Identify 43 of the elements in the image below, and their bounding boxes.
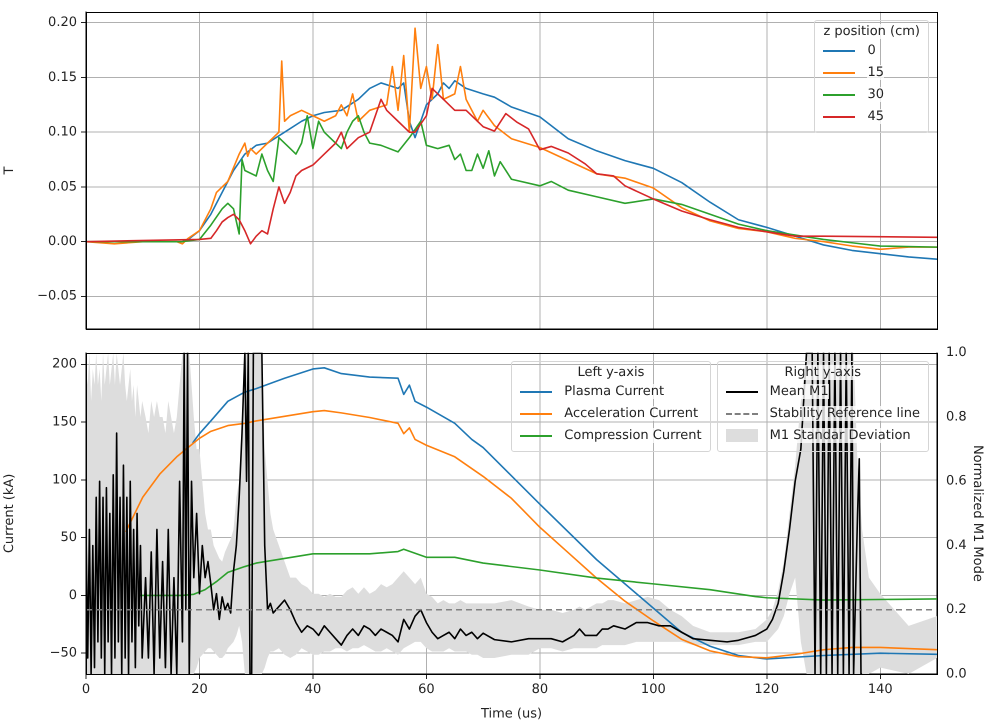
y-tick-label: 0: [68, 588, 77, 603]
x-tick-label: 60: [418, 682, 435, 698]
x-tick-label: 80: [532, 682, 548, 698]
y-tick-label: 100: [52, 472, 77, 488]
y2-tick-label: 0.2: [946, 602, 967, 618]
legend-label: Compression Current: [564, 428, 702, 444]
x-tick-label: 140: [868, 682, 893, 698]
x-tick-label: 20: [191, 682, 208, 698]
legend-label: 45: [867, 109, 884, 124]
y2-tick-label: 0.6: [946, 474, 967, 489]
y-tick-label: 0.05: [48, 179, 77, 194]
y-tick-label: 0.15: [48, 70, 77, 85]
y-tick-label: 0.10: [48, 124, 77, 140]
legend-label: Plasma Current: [564, 384, 664, 400]
y2-axis-title: Normalized M1 Mode: [970, 444, 985, 582]
y-axis-title: Current (kA): [2, 474, 18, 554]
y-tick-label: −0.05: [37, 288, 77, 304]
y-tick-label: −50: [50, 646, 77, 661]
legend-label: Stability Reference line: [770, 406, 920, 422]
x-tick-label: 120: [754, 682, 780, 698]
legend-label: 0: [867, 43, 876, 58]
legend-label: Acceleration Current: [564, 406, 698, 422]
y2-tick-label: 0.8: [946, 409, 967, 424]
y-tick-label: 150: [52, 414, 77, 430]
annotation: M1 Standar Deviation: [770, 428, 911, 444]
y-tick-label: 200: [52, 356, 77, 372]
legend-label: 30: [867, 87, 884, 102]
legend-title: Left y-axis: [578, 364, 644, 380]
x-axis-title: Time (us): [480, 706, 542, 722]
x-tick-label: 0: [82, 682, 90, 698]
annotation: Right y-axis: [784, 364, 862, 380]
y-axis-title: T: [2, 166, 18, 176]
x-tick-label: 100: [640, 682, 666, 698]
y2-tick-label: 0.0: [946, 666, 967, 682]
legend-title: z position (cm): [823, 24, 920, 39]
y-tick-label: 0.20: [48, 15, 77, 30]
legend-label: 15: [867, 65, 884, 80]
x-tick-label: 40: [304, 682, 322, 698]
y-tick-label: 0.00: [48, 234, 77, 250]
y2-tick-label: 1.0: [946, 345, 967, 360]
y-tick-label: 50: [60, 530, 77, 546]
legend-label: Mean M1: [770, 384, 829, 400]
y2-tick-label: 0.4: [946, 538, 967, 553]
